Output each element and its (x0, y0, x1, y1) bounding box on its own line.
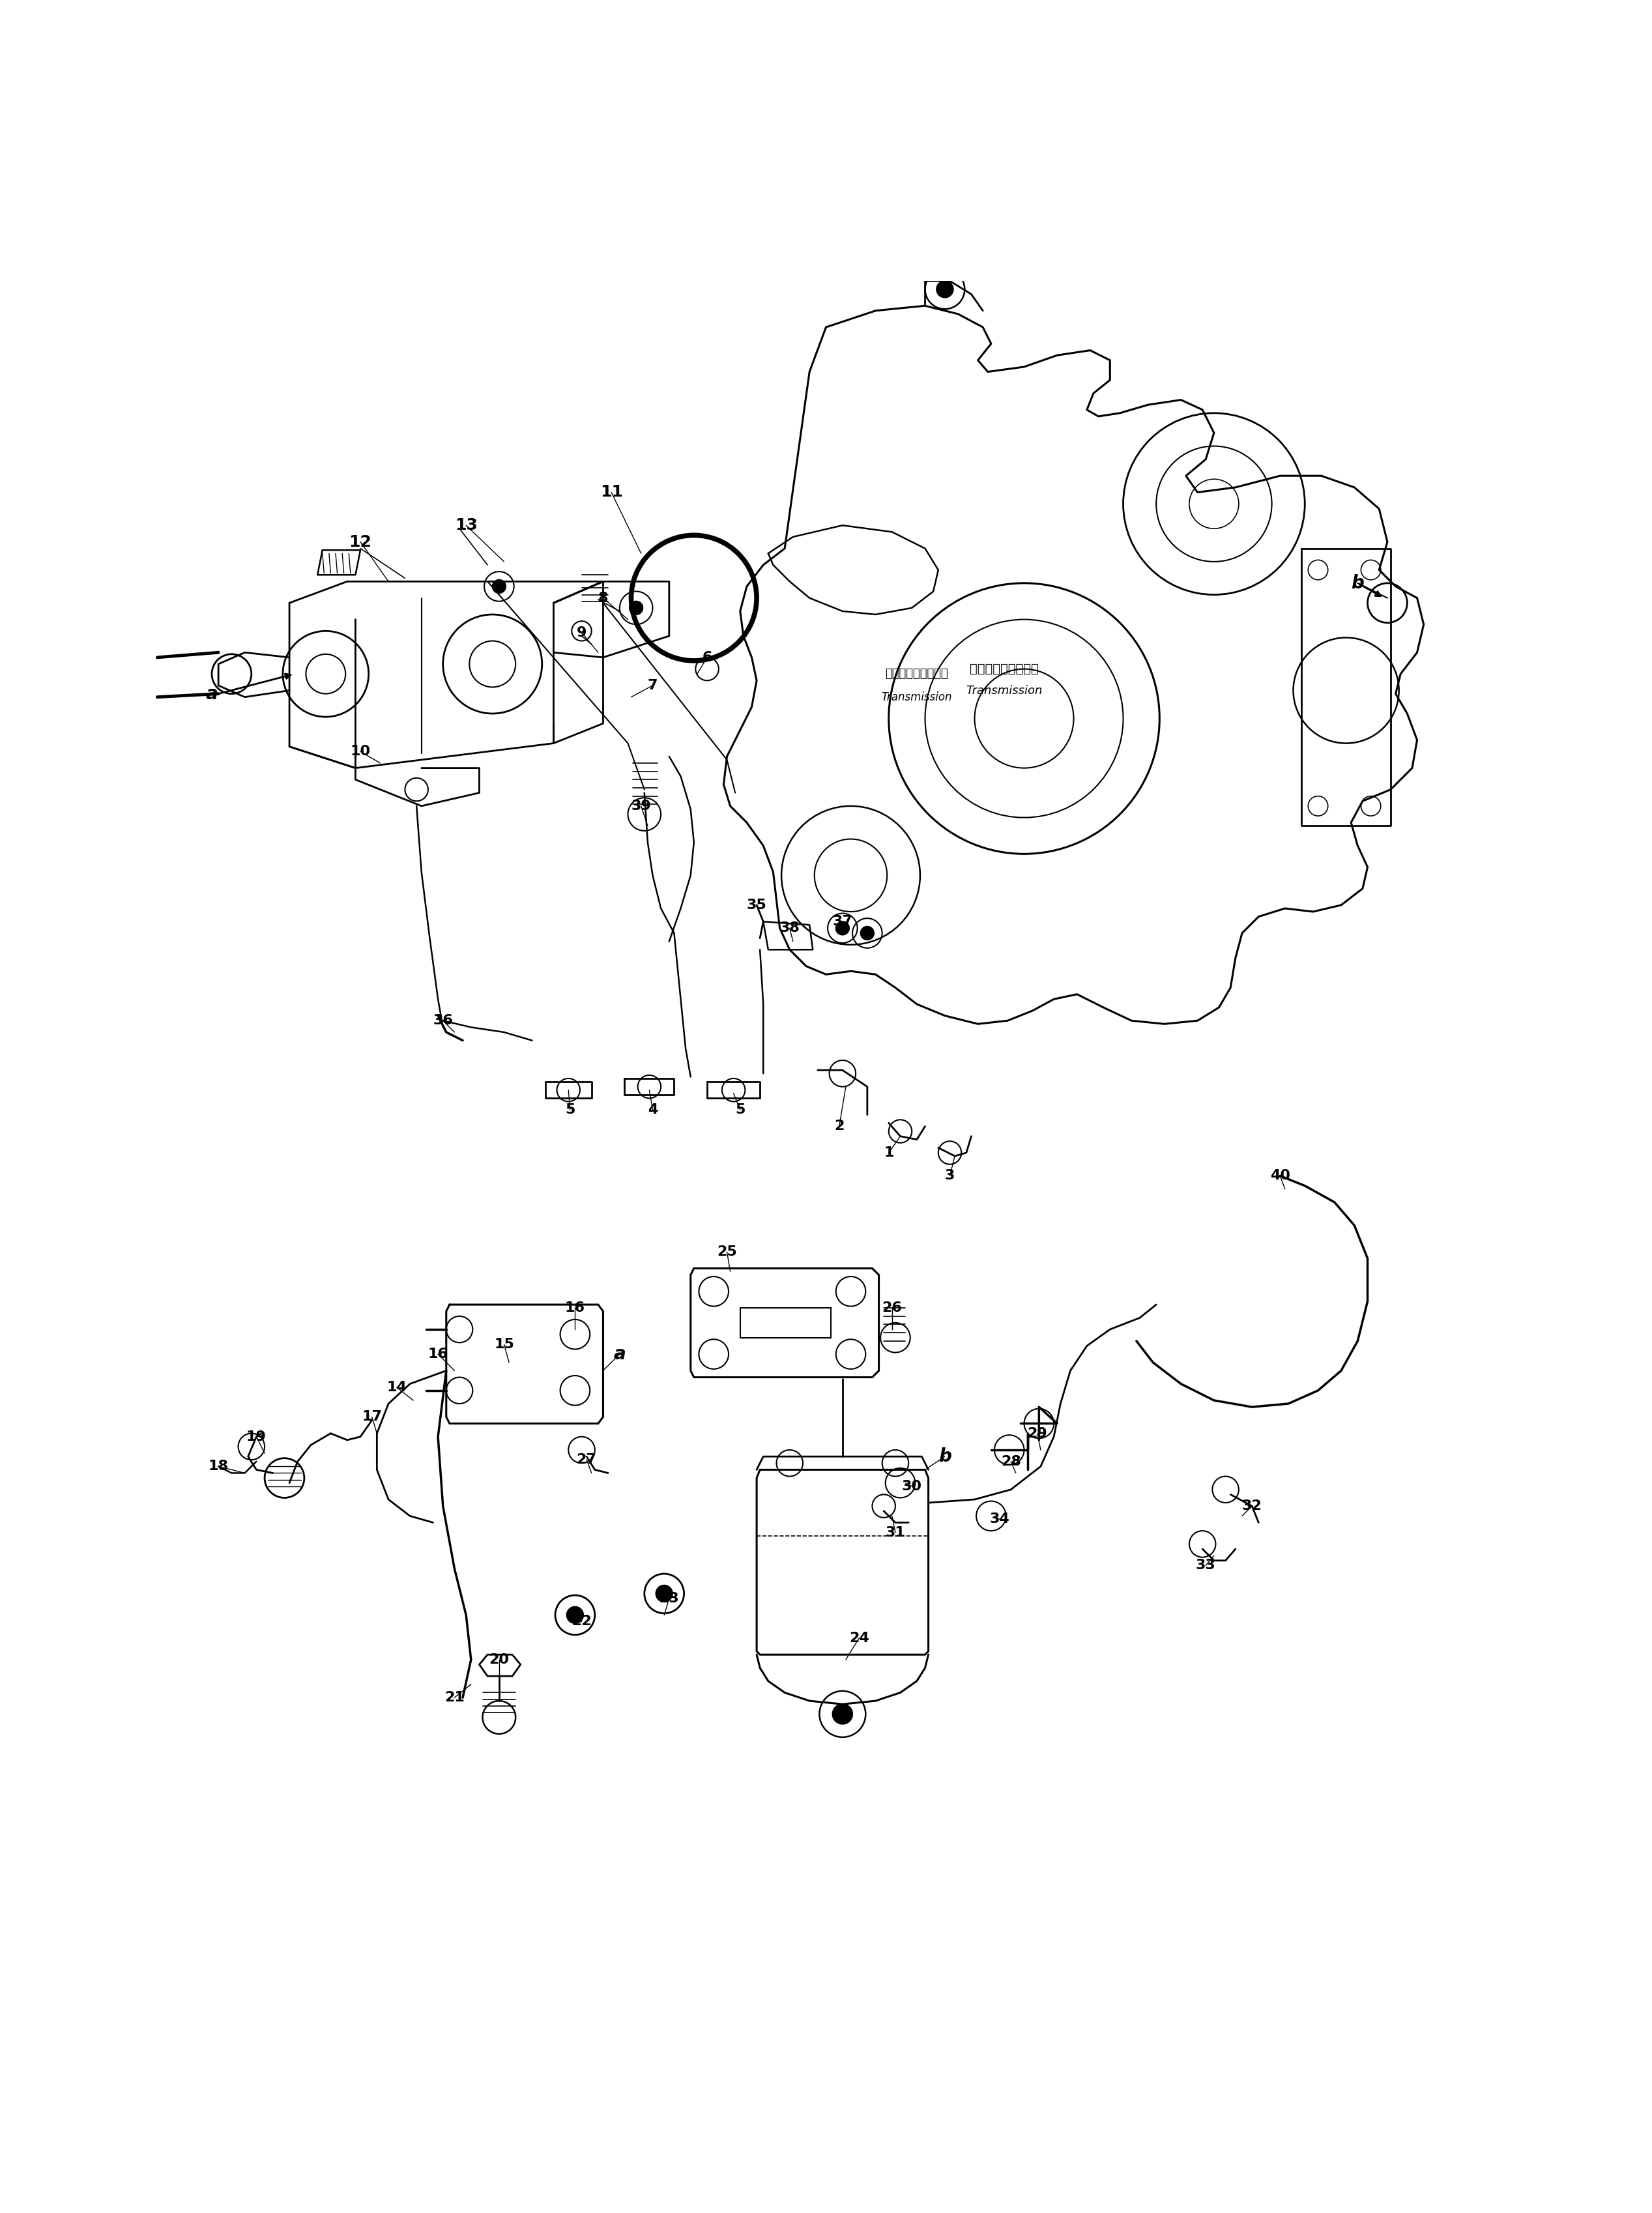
Text: 22: 22 (572, 1615, 591, 1629)
Text: 2: 2 (834, 1120, 844, 1133)
Text: 9: 9 (577, 626, 586, 640)
Text: 14: 14 (387, 1381, 406, 1394)
Text: 32: 32 (1242, 1500, 1262, 1511)
Text: b: b (938, 1447, 952, 1465)
Circle shape (861, 927, 874, 941)
Text: トランスミッション: トランスミッション (970, 662, 1039, 675)
Circle shape (833, 1704, 852, 1724)
Circle shape (567, 1607, 583, 1624)
Text: 16: 16 (565, 1301, 585, 1315)
Text: b: b (1351, 573, 1365, 593)
Text: 36: 36 (433, 1014, 453, 1027)
Text: 31: 31 (885, 1527, 905, 1538)
Text: 3: 3 (945, 1168, 955, 1182)
Text: 10: 10 (350, 746, 370, 759)
Text: 35: 35 (747, 898, 767, 912)
Text: 28: 28 (1001, 1454, 1021, 1467)
Circle shape (211, 655, 251, 693)
Text: 5: 5 (735, 1104, 745, 1115)
Text: 7: 7 (648, 679, 657, 693)
Text: 37: 37 (833, 914, 852, 927)
Text: 16: 16 (428, 1348, 448, 1361)
Text: 17: 17 (362, 1410, 382, 1423)
Text: 30: 30 (902, 1480, 922, 1494)
Circle shape (492, 580, 506, 593)
Text: a: a (206, 684, 218, 704)
Text: Transmission: Transmission (882, 690, 952, 704)
Text: 24: 24 (849, 1631, 869, 1644)
Text: 18: 18 (208, 1461, 228, 1474)
Circle shape (629, 602, 643, 615)
Text: 1: 1 (884, 1146, 894, 1160)
Text: 38: 38 (780, 921, 800, 934)
Text: 26: 26 (882, 1301, 902, 1315)
Text: 6: 6 (702, 651, 712, 664)
Text: 8: 8 (598, 591, 608, 604)
Bar (740, 1308, 831, 1337)
Circle shape (656, 1585, 672, 1602)
Text: a: a (613, 1346, 626, 1363)
Text: 25: 25 (717, 1246, 737, 1259)
Text: トランスミッション: トランスミッション (885, 668, 948, 679)
Text: 39: 39 (631, 799, 651, 812)
Text: 40: 40 (1270, 1168, 1290, 1182)
Text: 27: 27 (577, 1454, 596, 1467)
Text: 29: 29 (1028, 1427, 1047, 1441)
Text: 13: 13 (454, 518, 477, 533)
Text: 21: 21 (444, 1691, 464, 1704)
Text: 33: 33 (1196, 1558, 1216, 1571)
Text: 11: 11 (600, 485, 623, 500)
Text: 5: 5 (565, 1104, 575, 1115)
Text: 4: 4 (648, 1104, 657, 1115)
Text: 23: 23 (659, 1591, 679, 1604)
Text: 20: 20 (489, 1653, 509, 1666)
Text: 12: 12 (349, 533, 372, 549)
Text: 19: 19 (246, 1430, 266, 1443)
Text: 34: 34 (990, 1514, 1009, 1525)
Text: Transmission: Transmission (966, 684, 1042, 697)
Circle shape (836, 921, 849, 934)
Text: 15: 15 (494, 1337, 514, 1350)
Circle shape (937, 281, 953, 297)
